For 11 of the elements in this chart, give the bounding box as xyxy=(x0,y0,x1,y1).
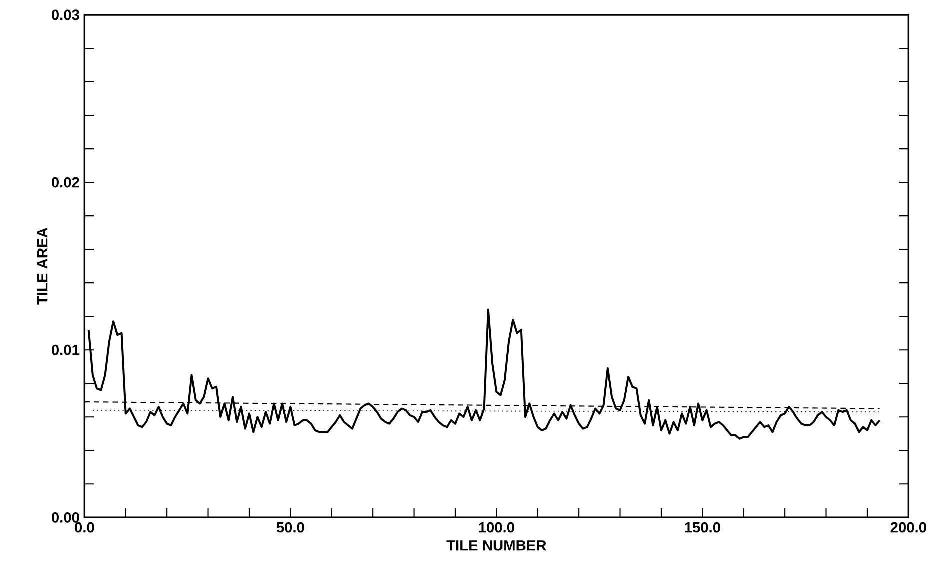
y-tick-label: 0.03 xyxy=(52,10,80,20)
x-tick-label: 100.0 xyxy=(479,522,514,533)
x-tick-label: 50.0 xyxy=(276,522,304,533)
y-axis-title: TILE AREA xyxy=(38,228,48,305)
y-tick-label: 0.00 xyxy=(52,512,80,523)
x-tick-label: 0.0 xyxy=(75,522,94,533)
x-axis-title: TILE NUMBER xyxy=(446,540,546,551)
y-tick-label: 0.01 xyxy=(52,344,80,356)
x-tick-label: 150.0 xyxy=(685,522,720,533)
y-tick-label: 0.02 xyxy=(52,177,80,188)
x-tick-label: 200.0 xyxy=(890,522,926,533)
